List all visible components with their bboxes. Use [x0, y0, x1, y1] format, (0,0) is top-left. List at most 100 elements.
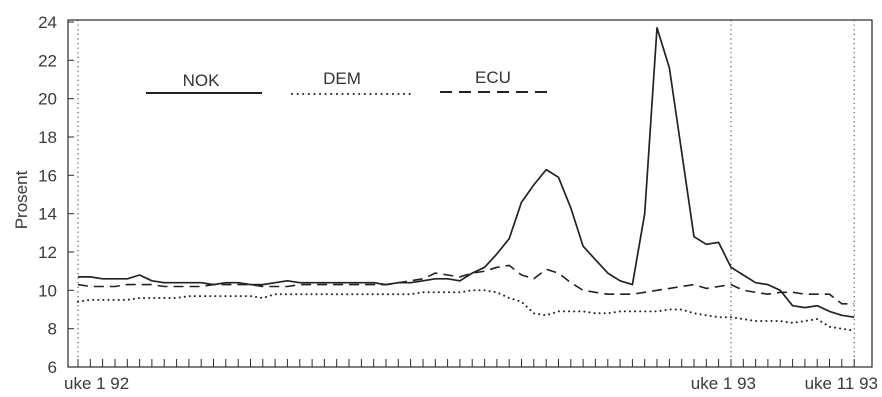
- data-point: [582, 245, 585, 248]
- x-tick-label: uke 1 92: [64, 374, 129, 393]
- data-point: [730, 283, 733, 286]
- y-tick-label: 8: [48, 320, 57, 339]
- data-point: [163, 281, 166, 284]
- data-point: [828, 310, 831, 313]
- data-point: [298, 293, 301, 296]
- data-point: [409, 293, 412, 296]
- data-point: [335, 283, 338, 286]
- y-tick-label: 22: [38, 51, 57, 70]
- data-point: [397, 281, 400, 284]
- y-axis: 6 8 10 12 14 16 18 20 22 24 Prosent: [12, 13, 74, 377]
- data-point: [742, 318, 745, 321]
- data-point: [175, 281, 178, 284]
- data-point: [569, 281, 572, 284]
- data-point: [520, 201, 523, 204]
- data-point: [594, 291, 597, 294]
- y-tick-label: 12: [38, 243, 57, 262]
- data-point: [187, 285, 190, 288]
- data-point: [693, 283, 696, 286]
- data-point: [77, 283, 80, 286]
- data-point: [286, 293, 289, 296]
- data-point: [286, 285, 289, 288]
- y-tick-label: 14: [38, 205, 57, 224]
- data-point: [274, 281, 277, 284]
- data-point: [323, 293, 326, 296]
- data-point: [545, 314, 548, 317]
- data-point: [89, 275, 92, 278]
- data-point: [298, 283, 301, 286]
- x-axis: uke 1 92 uke 1 93 uke 11 93: [64, 359, 878, 393]
- data-point: [668, 67, 671, 70]
- data-point: [557, 310, 560, 313]
- series-line-nok: [78, 26, 855, 319]
- data-point: [631, 293, 634, 296]
- data-point: [89, 285, 92, 288]
- data-point: [619, 279, 622, 282]
- data-point: [372, 283, 375, 286]
- data-point: [816, 304, 819, 307]
- data-point: [224, 295, 227, 298]
- y-tick-label: 24: [38, 13, 57, 32]
- data-point: [766, 293, 769, 296]
- data-point: [643, 310, 646, 313]
- data-point: [126, 283, 129, 286]
- data-point: [606, 293, 609, 296]
- data-point: [508, 264, 511, 267]
- data-point: [828, 293, 831, 296]
- y-tick-label: 18: [38, 128, 57, 147]
- data-point: [557, 272, 560, 275]
- data-point: [606, 312, 609, 315]
- data-point: [138, 283, 141, 286]
- legend: NOK DEM ECU: [146, 68, 551, 95]
- data-point: [422, 277, 425, 280]
- plot-area: [77, 26, 856, 332]
- data-point: [446, 291, 449, 294]
- data-point: [372, 293, 375, 296]
- data-point: [311, 283, 314, 286]
- data-point: [656, 310, 659, 313]
- data-point: [779, 320, 782, 323]
- data-point: [705, 243, 708, 246]
- data-point: [532, 312, 535, 315]
- data-point: [150, 297, 153, 300]
- data-point: [138, 274, 141, 277]
- data-point: [495, 252, 498, 255]
- legend-item-ecu: ECU: [440, 68, 551, 93]
- data-point: [853, 329, 856, 332]
- data-point: [200, 295, 203, 298]
- data-point: [631, 283, 634, 286]
- legend-label: NOK: [183, 71, 221, 90]
- data-point: [532, 183, 535, 186]
- data-point: [409, 279, 412, 282]
- x-tick-label: uke 1 93: [691, 374, 756, 393]
- data-point: [594, 312, 597, 315]
- data-point: [816, 318, 819, 321]
- data-point: [163, 285, 166, 288]
- data-point: [348, 293, 351, 296]
- data-point: [693, 235, 696, 238]
- series-nok: [78, 26, 856, 319]
- data-point: [717, 316, 720, 319]
- data-point: [680, 151, 683, 154]
- data-point: [187, 295, 190, 298]
- data-point: [545, 168, 548, 171]
- data-point: [360, 293, 363, 296]
- data-point: [803, 293, 806, 296]
- y-tick-label: 6: [48, 358, 57, 377]
- y-tick-label: 10: [38, 281, 57, 300]
- legend-label: DEM: [323, 69, 361, 88]
- x-tick-label: uke 11 93: [805, 374, 878, 393]
- data-point: [274, 285, 277, 288]
- series-ecu: [77, 264, 855, 305]
- data-point: [458, 279, 461, 282]
- data-point: [557, 176, 560, 179]
- data-point: [791, 291, 794, 294]
- data-point: [840, 327, 843, 330]
- data-point: [791, 321, 794, 324]
- data-point: [853, 316, 856, 319]
- data-point: [458, 275, 461, 278]
- legend-item-nok: NOK: [146, 71, 262, 94]
- data-point: [619, 310, 622, 313]
- data-point: [483, 289, 486, 292]
